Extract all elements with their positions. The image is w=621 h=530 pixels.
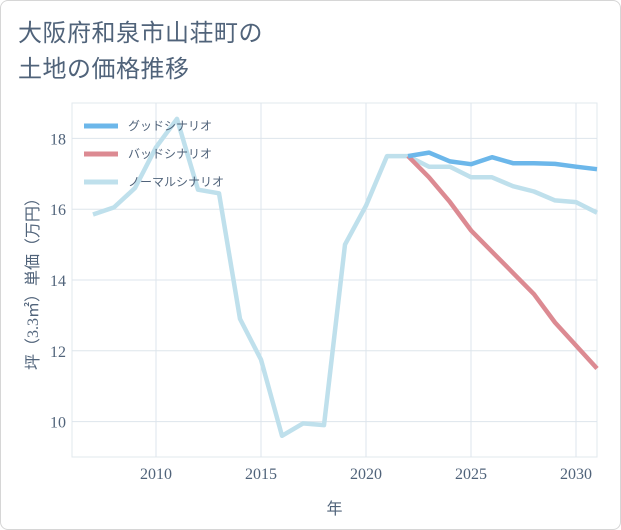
y-tick-label: 14 <box>50 273 66 290</box>
x-tick-label: 2010 <box>140 466 172 483</box>
y-tick-label: 16 <box>50 202 66 219</box>
legend-label-0: グッドシナリオ <box>128 119 212 133</box>
x-tick-label: 2030 <box>560 466 592 483</box>
y-tick-label: 12 <box>50 344 66 361</box>
series-line-1 <box>406 154 599 371</box>
series-line-0 <box>407 150 598 172</box>
x-tick-label: 2015 <box>245 466 277 483</box>
x-axis-title: 年 <box>326 500 342 518</box>
x-tick-label: 2025 <box>455 466 487 483</box>
y-axis-title: 坪（3.3㎡）単価（万円） <box>24 190 42 370</box>
series-line-2 <box>92 116 599 439</box>
chart-title-line-2: 土地の価格推移 <box>18 55 190 83</box>
series-lines <box>92 116 599 439</box>
axes: 10 12 14 16 18 2010 2015 2020 2025 2030 <box>50 131 592 483</box>
chart-title-line-1: 大阪府和泉市山荘町の <box>18 19 263 47</box>
legend-label-1: バッドシナリオ <box>128 147 212 161</box>
y-tick-label: 18 <box>50 131 66 148</box>
y-tick-label: 10 <box>50 415 66 432</box>
x-tick-label: 2020 <box>350 466 382 483</box>
legend-label-2: ノーマルシナリオ <box>128 175 224 189</box>
grid-lines <box>71 102 598 458</box>
chart-title: 大阪府和泉市山荘町の 土地の価格推移 <box>18 15 263 87</box>
